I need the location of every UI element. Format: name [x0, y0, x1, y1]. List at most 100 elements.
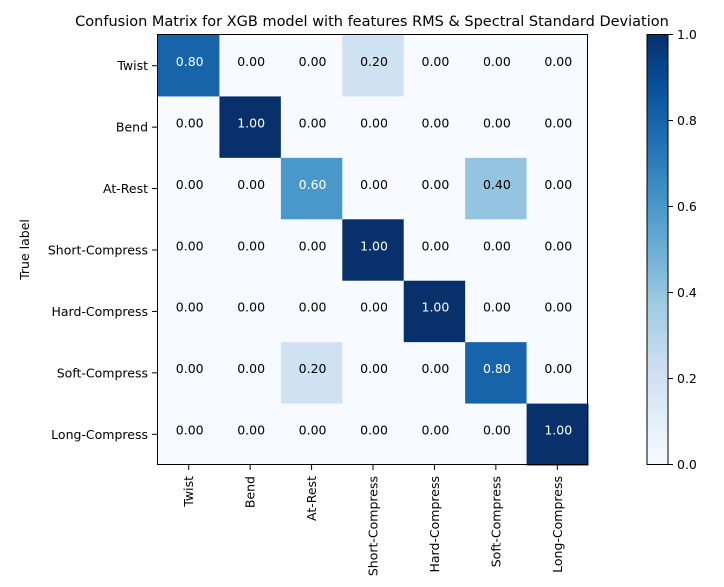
cell-value-label: 0.00	[422, 54, 450, 69]
y-tick-label: At-Rest	[103, 181, 148, 196]
cell-value-label: 0.00	[237, 177, 265, 192]
cell-value-label: 0.40	[483, 177, 511, 192]
matrix-cell	[219, 96, 282, 159]
matrix-cell	[342, 403, 405, 466]
matrix-cell	[219, 280, 282, 343]
cell-value-label: 0.80	[483, 361, 511, 376]
cell-value-label: 1.00	[544, 423, 572, 438]
y-tick-label: Short-Compress	[48, 243, 148, 258]
matrix-cell	[526, 157, 589, 220]
matrix-cell	[280, 280, 343, 343]
cell-value-label: 0.00	[483, 423, 511, 438]
matrix-cell	[526, 96, 589, 159]
cell-value-label: 0.00	[176, 300, 204, 315]
colorbar-tick-label: 0.2	[677, 371, 697, 386]
cell-value-label: 0.20	[360, 54, 388, 69]
cell-value-label: 0.00	[299, 115, 327, 130]
cell-value-label: 0.00	[544, 300, 572, 315]
cell-value-label: 0.00	[422, 115, 450, 130]
matrix-cell	[465, 35, 528, 97]
cell-value-label: 0.00	[176, 238, 204, 253]
matrix-cell-labels: 0.80 0.00 0.00 0.20 0.00 0.00 0.00 0.00 1.00 0.00…	[176, 54, 572, 438]
cell-value-label: 1.00	[237, 115, 265, 130]
cell-value-label: 0.00	[360, 177, 388, 192]
cell-value-label: 0.00	[544, 177, 572, 192]
y-tick-label: Bend	[116, 120, 148, 135]
colorbar-tick-label: 1.0	[677, 27, 697, 42]
matrix-cell	[219, 157, 282, 220]
matrix-cell	[403, 96, 466, 159]
matrix-cell	[280, 403, 343, 466]
matrix-cell	[403, 35, 466, 97]
cell-value-label: 0.00	[176, 423, 204, 438]
colorbar-tick-label: 0.8	[677, 113, 697, 128]
matrix-cell	[403, 342, 466, 405]
matrix-cell	[526, 342, 589, 405]
matrix-frame	[157, 34, 588, 465]
y-axis-label: True label	[17, 219, 32, 281]
matrix-cell	[526, 35, 589, 97]
matrix-cell	[280, 157, 343, 220]
matrix-cell	[465, 157, 528, 220]
matrix-cell	[158, 96, 220, 159]
cell-value-label: 0.00	[422, 361, 450, 376]
cell-value-label: 0.00	[360, 361, 388, 376]
colorbar-ticks: 0.0 0.2 0.4 0.6 0.8 1.0	[668, 27, 697, 472]
matrix-cell	[280, 219, 343, 282]
matrix-cell	[342, 219, 405, 282]
cell-value-label: 0.00	[299, 300, 327, 315]
x-tick-label: At-Rest	[304, 476, 319, 521]
matrix-cell	[342, 157, 405, 220]
y-tick-label: Soft-Compress	[57, 365, 148, 380]
matrix-cell	[403, 403, 466, 466]
cell-value-label: 0.00	[176, 115, 204, 130]
cell-value-label: 0.00	[176, 361, 204, 376]
matrix-cell	[526, 219, 589, 282]
cell-value-label: 0.60	[299, 177, 327, 192]
matrix-cell	[465, 219, 528, 282]
matrix-cell	[465, 403, 528, 466]
matrix-cell	[219, 219, 282, 282]
y-tick-label: Long-Compress	[51, 427, 148, 442]
y-tick-label: Hard-Compress	[52, 304, 149, 319]
cell-value-label: 0.00	[299, 238, 327, 253]
cell-value-label: 0.00	[237, 238, 265, 253]
x-tick-label: Short-Compress	[366, 476, 381, 576]
matrix-cell	[465, 280, 528, 343]
matrix-cell	[403, 219, 466, 282]
matrix-cell	[158, 35, 220, 97]
x-axis-ticks: Twist Bend At-Rest Short-Compress Hard-Compr…	[181, 464, 565, 576]
cell-value-label: 0.20	[299, 361, 327, 376]
colorbar: 0.0 0.2 0.4 0.6 0.8 1.0	[646, 27, 697, 472]
matrix-cell	[342, 280, 405, 343]
colorbar-tick-label: 0.4	[677, 285, 697, 300]
cell-value-label: 0.00	[544, 115, 572, 130]
cell-value-label: 0.80	[176, 54, 204, 69]
matrix-cell	[465, 96, 528, 159]
matrix-cell	[280, 96, 343, 159]
cell-value-label: 0.00	[544, 361, 572, 376]
matrix-cell	[526, 403, 589, 466]
cell-value-label: 0.00	[483, 115, 511, 130]
cell-value-label: 1.00	[422, 300, 450, 315]
matrix-cell	[403, 280, 466, 343]
cell-value-label: 0.00	[237, 54, 265, 69]
cell-value-label: 0.00	[483, 300, 511, 315]
cell-value-label: 0.00	[422, 423, 450, 438]
cell-value-label: 0.00	[360, 423, 388, 438]
matrix-cell	[526, 280, 589, 343]
cell-value-label: 0.00	[237, 300, 265, 315]
matrix-cell	[219, 342, 282, 405]
matrix-cell	[158, 342, 220, 405]
x-tick-label: Long-Compress	[550, 476, 565, 573]
matrix-cell	[465, 342, 528, 405]
matrix-cell	[158, 280, 220, 343]
matrix-cell	[219, 403, 282, 466]
cell-value-label: 0.00	[237, 423, 265, 438]
cell-value-label: 0.00	[299, 54, 327, 69]
cell-value-label: 0.00	[360, 115, 388, 130]
cell-value-label: 0.00	[483, 238, 511, 253]
cell-value-label: 0.00	[422, 177, 450, 192]
x-tick-label: Twist	[181, 476, 196, 508]
cell-value-label: 0.00	[360, 300, 388, 315]
